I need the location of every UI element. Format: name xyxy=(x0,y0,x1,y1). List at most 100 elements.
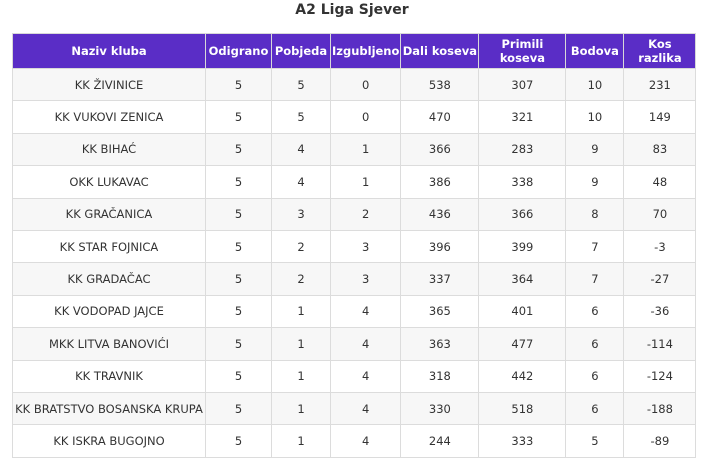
stat-cell: 5 xyxy=(205,229,272,264)
table-row: KK STAR FOJNICA 5 2 3 396 399 7 -3 xyxy=(12,229,697,264)
stat-cell: 0 xyxy=(329,67,402,102)
stat-cell: 4 xyxy=(329,359,402,393)
stat-cell: 338 xyxy=(478,165,567,199)
stat-cell: 401 xyxy=(478,294,567,329)
club-name: KK VUKOVI ZENICA xyxy=(12,100,206,134)
club-name: KK TRAVNIK xyxy=(12,359,206,393)
stat-cell: 307 xyxy=(478,67,567,102)
standings-table: Naziv kluba Odigrano Pobjeda Izgubljeno Dali… xyxy=(12,33,697,458)
stat-cell: 1 xyxy=(271,294,331,329)
stat-cell: 364 xyxy=(478,262,567,296)
stat-cell: 5 xyxy=(205,132,272,167)
stat-cell: 83 xyxy=(623,132,697,167)
stat-cell: 330 xyxy=(400,391,480,426)
stat-cell: 5 xyxy=(565,424,625,458)
stat-cell: 5 xyxy=(205,67,272,102)
table-row: KK BIHAĆ 5 4 1 366 283 9 83 xyxy=(12,132,697,167)
club-name: KK GRADAČAC xyxy=(12,262,206,296)
stat-cell: 2 xyxy=(271,229,331,264)
stat-cell: 318 xyxy=(400,359,480,393)
stat-cell: 5 xyxy=(205,262,272,296)
stat-cell: -36 xyxy=(623,294,697,329)
club-name: KK BRATSTVO BOSANSKA KRUPA xyxy=(12,391,206,426)
stat-cell: 244 xyxy=(400,424,480,458)
stat-cell: 6 xyxy=(565,327,625,361)
stat-cell: 321 xyxy=(478,100,567,134)
stat-cell: 2 xyxy=(271,262,331,296)
table-row: KK TRAVNIK 5 1 4 318 442 6 -124 xyxy=(12,359,697,393)
stat-cell: 9 xyxy=(565,165,625,199)
column-header: Primili koseva xyxy=(478,33,567,69)
stat-cell: 365 xyxy=(400,294,480,329)
stat-cell: 4 xyxy=(329,294,402,329)
column-header: Izgubljeno xyxy=(329,33,402,69)
stat-cell: 1 xyxy=(329,132,402,167)
club-name: OKK LUKAVAC xyxy=(12,165,206,199)
column-header: Kos razlika xyxy=(623,33,697,69)
stat-cell: 4 xyxy=(271,132,331,167)
stat-cell: 0 xyxy=(329,100,402,134)
stat-cell: 4 xyxy=(271,165,331,199)
stat-cell: 5 xyxy=(205,165,272,199)
table-row: KK VUKOVI ZENICA 5 5 0 470 321 10 149 xyxy=(12,100,697,134)
stat-cell: -188 xyxy=(623,391,697,426)
stat-cell: 1 xyxy=(329,165,402,199)
stat-cell: 10 xyxy=(565,100,625,134)
stat-cell: 1 xyxy=(271,424,331,458)
stat-cell: 7 xyxy=(565,262,625,296)
stat-cell: 3 xyxy=(329,262,402,296)
stat-cell: 6 xyxy=(565,391,625,426)
table-row: KK BRATSTVO BOSANSKA KRUPA 5 1 4 330 518 6 -188 xyxy=(12,391,697,426)
table-row: OKK LUKAVAC 5 4 1 386 338 9 48 xyxy=(12,165,697,199)
stat-cell: 6 xyxy=(565,359,625,393)
club-name: MKK LITVA BANOVIĆI xyxy=(12,327,206,361)
stat-cell: 3 xyxy=(271,197,331,231)
stat-cell: -114 xyxy=(623,327,697,361)
table-row: KK GRAČANICA 5 3 2 436 366 8 70 xyxy=(12,197,697,231)
stat-cell: 3 xyxy=(329,229,402,264)
stat-cell: 1 xyxy=(271,391,331,426)
stat-cell: 70 xyxy=(623,197,697,231)
stat-cell: 4 xyxy=(329,327,402,361)
table-row: KK ISKRA BUGOJNO 5 1 4 244 333 5 -89 xyxy=(12,424,697,458)
stat-cell: 5 xyxy=(205,100,272,134)
stat-cell: 4 xyxy=(329,391,402,426)
column-header: Pobjeda xyxy=(271,33,331,69)
table-row: KK VODOPAD JAJCE 5 1 4 365 401 6 -36 xyxy=(12,294,697,329)
stat-cell: -27 xyxy=(623,262,697,296)
stat-cell: -3 xyxy=(623,229,697,264)
stat-cell: 470 xyxy=(400,100,480,134)
stat-cell: 5 xyxy=(205,197,272,231)
stat-cell: 283 xyxy=(478,132,567,167)
table-row: KK GRADAČAC 5 2 3 337 364 7 -27 xyxy=(12,262,697,296)
stat-cell: 5 xyxy=(271,67,331,102)
stat-cell: 518 xyxy=(478,391,567,426)
stat-cell: 10 xyxy=(565,67,625,102)
stat-cell: 48 xyxy=(623,165,697,199)
stat-cell: 231 xyxy=(623,67,697,102)
stat-cell: 5 xyxy=(271,100,331,134)
stat-cell: 8 xyxy=(565,197,625,231)
table-body: KK ŽIVINICE 5 5 0 538 307 10 231 KK VUKOVI ZENIC… xyxy=(12,67,697,458)
column-header: Bodova xyxy=(565,33,625,69)
club-name: KK BIHAĆ xyxy=(12,132,206,167)
stat-cell: 436 xyxy=(400,197,480,231)
stat-cell: 366 xyxy=(478,197,567,231)
club-name: KK ŽIVINICE xyxy=(12,67,206,102)
club-name: KK STAR FOJNICA xyxy=(12,229,206,264)
club-name: KK ISKRA BUGOJNO xyxy=(12,424,206,458)
stat-cell: 1 xyxy=(271,327,331,361)
stat-cell: 7 xyxy=(565,229,625,264)
stat-cell: 5 xyxy=(205,294,272,329)
column-header: Naziv kluba xyxy=(12,33,206,69)
title: A2 Liga Sjever xyxy=(295,2,409,18)
stat-cell: 6 xyxy=(565,294,625,329)
stat-cell: 442 xyxy=(478,359,567,393)
stat-cell: 386 xyxy=(400,165,480,199)
stat-cell: 5 xyxy=(205,327,272,361)
stat-cell: 1 xyxy=(271,359,331,393)
stat-cell: 363 xyxy=(400,327,480,361)
stat-cell: -89 xyxy=(623,424,697,458)
stat-cell: 9 xyxy=(565,132,625,167)
